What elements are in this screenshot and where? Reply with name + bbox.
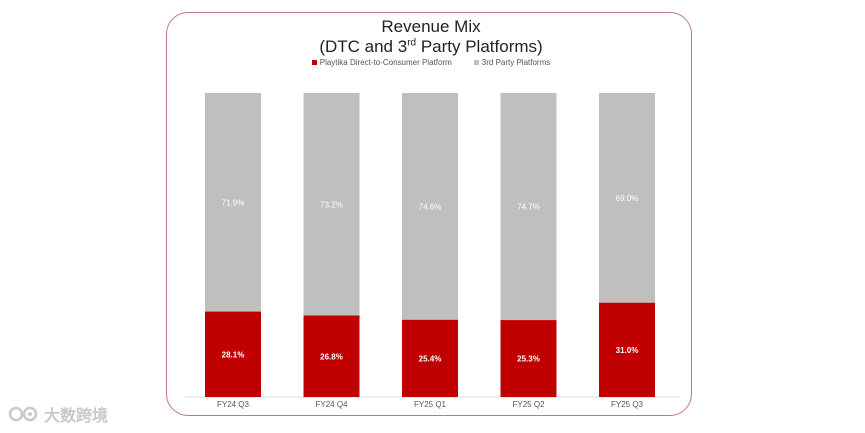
chart-subtitle: (DTC and 3rd Party Platforms): [319, 37, 543, 56]
bar-dtc: [599, 302, 655, 397]
chart-title: Revenue Mix: [381, 17, 481, 36]
data-label-dtc: 31.0%: [616, 346, 639, 355]
data-label-dtc: 26.8%: [320, 352, 343, 361]
data-label-dtc: 28.1%: [222, 350, 245, 359]
x-tick-label: FY25 Q1: [414, 400, 447, 409]
legend-item-third-party: 3rd Party Platforms: [473, 58, 551, 67]
bar-third-party: [599, 93, 655, 303]
data-label-third-party: 71.9%: [222, 198, 245, 207]
watermark: 大数跨境: [8, 402, 108, 426]
bar-third-party: [402, 93, 458, 320]
data-label-dtc: 25.3%: [517, 355, 540, 364]
bar-third-party: [303, 93, 360, 316]
legend-swatch-dtc: [311, 60, 317, 65]
bar-third-party: [500, 93, 557, 321]
bar-third-party: [205, 93, 261, 312]
data-label-dtc: 25.4%: [419, 354, 442, 363]
bar-dtc: [303, 315, 360, 397]
watermark-logo-icon: [8, 406, 38, 422]
legend-item-dtc: Playtika Direct-to-Consumer Platform: [311, 58, 452, 67]
legend-label-dtc: Playtika Direct-to-Consumer Platform: [319, 58, 452, 67]
data-label-third-party: 69.0%: [616, 194, 639, 203]
chart-legend: Playtika Direct-to-Consumer Platform 3rd…: [166, 58, 696, 67]
bar-dtc: [402, 319, 458, 397]
data-label-third-party: 74.7%: [517, 203, 540, 212]
legend-label-third-party: 3rd Party Platforms: [481, 58, 551, 67]
bar-dtc: [205, 311, 261, 397]
x-tick-label: FY24 Q3: [217, 400, 250, 409]
data-label-third-party: 74.6%: [419, 202, 442, 211]
data-label-third-party: 73.2%: [320, 200, 343, 209]
x-tick-label: FY25 Q2: [512, 400, 545, 409]
legend-swatch-third-party: [473, 60, 479, 65]
bar-dtc: [500, 320, 557, 397]
x-tick-label: FY25 Q3: [611, 400, 644, 409]
x-tick-label: FY24 Q4: [315, 400, 348, 409]
watermark-text: 大数跨境: [44, 408, 109, 425]
